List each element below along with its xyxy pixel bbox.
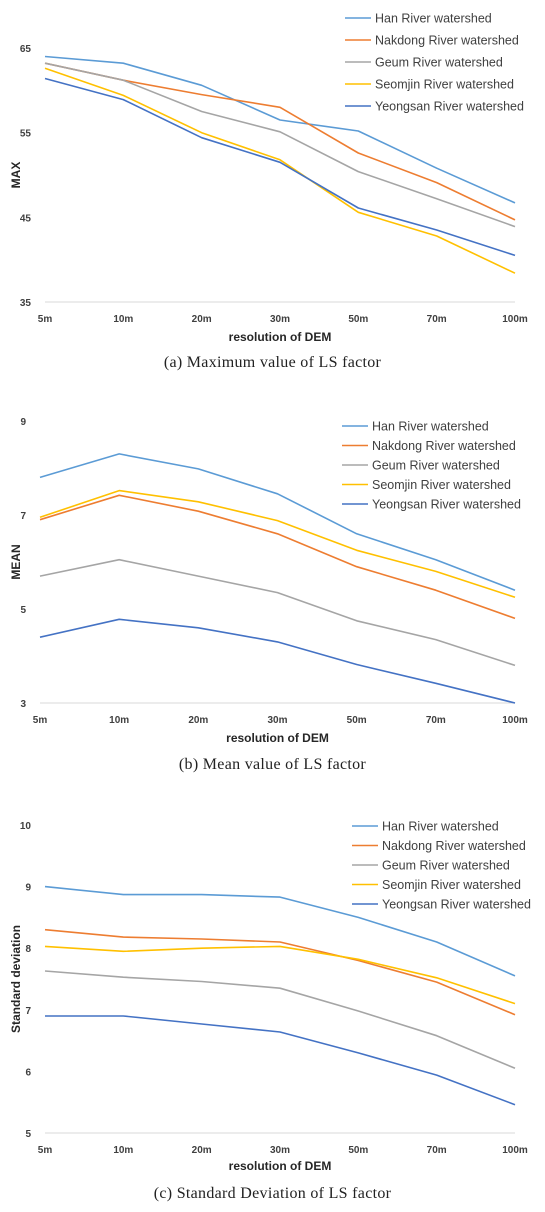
x-tick-label: 70m (427, 314, 447, 325)
x-axis-title: resolution of DEM (229, 1159, 332, 1173)
y-tick-label: 7 (25, 1006, 31, 1017)
y-tick-label: 9 (20, 417, 26, 428)
series-line-geum-river-watershed (39, 558, 516, 667)
legend-label: Han River watershed (372, 420, 489, 434)
x-axis-title: resolution of DEM (226, 731, 329, 745)
series-line-geum-river-watershed (44, 62, 516, 228)
x-tick-label: 30m (270, 314, 290, 325)
x-axis-title: resolution of DEM (229, 330, 332, 344)
y-tick-label: 55 (20, 129, 32, 140)
y-axis-title: Standard deviation (9, 925, 23, 1033)
legend-label: Yeongsan River watershed (372, 498, 521, 512)
series-line-han-river-watershed (44, 885, 516, 977)
chart-mean: 3 5 7 9 5m 10m 20m 30m 50m 70m 100m resolution of D… (9, 417, 528, 745)
y-tick-label: 5 (20, 605, 26, 616)
y-tick-label: 7 (20, 511, 26, 522)
chart-panel-mean: 3 5 7 9 5m 10m 20m 30m 50m 70m 100m resolution of D… (0, 400, 545, 780)
series-line-seomjin-river-watershed (44, 67, 516, 274)
chart-stddev: 5 6 7 8 9 10 5m 10m 20m 30m 50m 70m 100m resolution o… (9, 820, 531, 1174)
y-axis-title: MEAN (9, 544, 23, 579)
x-tick-label: 100m (502, 314, 528, 325)
y-tick-label: 5 (25, 1129, 31, 1140)
y-tick-label: 9 (25, 883, 31, 894)
legend-label: Seomjin River watershed (382, 878, 521, 892)
legend-label: Nakdong River watershed (372, 439, 516, 453)
x-tick-label: 70m (426, 715, 446, 726)
y-tick-label: 8 (25, 944, 31, 955)
legend-label: Nakdong River watershed (382, 839, 526, 853)
y-tick-label: 35 (20, 298, 32, 309)
x-tick-label: 30m (267, 715, 287, 726)
x-tick-label: 10m (113, 1145, 133, 1156)
chart-panel-stddev: 5 6 7 8 9 10 5m 10m 20m 30m 50m 70m 100m resolution o… (0, 800, 545, 1212)
series-line-han-river-watershed (44, 55, 516, 204)
legend-label: Han River watershed (375, 12, 492, 26)
y-tick-label: 65 (20, 44, 32, 55)
series-line-seomjin-river-watershed (39, 489, 516, 599)
legend-label: Han River watershed (382, 820, 499, 834)
series-line-yeongsan-river-watershed (45, 1015, 516, 1106)
x-tick-label: 20m (192, 1145, 212, 1156)
x-tick-label: 5m (38, 1145, 53, 1156)
x-tick-label: 50m (348, 314, 368, 325)
series-line-yeongsan-river-watershed (39, 618, 516, 704)
x-tick-label: 50m (347, 715, 367, 726)
series-line-han-river-watershed (39, 453, 516, 591)
x-tick-label: 100m (502, 715, 528, 726)
series-line-yeongsan-river-watershed (44, 77, 516, 257)
x-tick-label: 5m (33, 715, 48, 726)
chart-panel-max: 35 45 55 65 5m 10m 20m 30m 50m 70m 100m resolution … (0, 0, 545, 380)
x-tick-label: 20m (188, 715, 208, 726)
series-line-nakdong-river-watershed (44, 928, 516, 1016)
legend-label: Seomjin River watershed (375, 78, 514, 92)
x-tick-label: 70m (427, 1145, 447, 1156)
chart-caption: (b) Mean value of LS factor (178, 756, 367, 773)
legend-label: Geum River watershed (375, 56, 503, 70)
legend-label: Seomjin River watershed (372, 478, 511, 492)
y-axis-title: MAX (9, 162, 23, 189)
y-tick-label: 10 (20, 821, 32, 832)
x-tick-label: 10m (109, 715, 129, 726)
x-tick-label: 5m (38, 314, 53, 325)
legend-label: Yeongsan River watershed (375, 100, 524, 114)
x-tick-label: 30m (270, 1145, 290, 1156)
y-tick-label: 6 (25, 1067, 31, 1078)
x-tick-label: 10m (113, 314, 133, 325)
series-line-seomjin-river-watershed (44, 945, 516, 1005)
x-tick-label: 100m (502, 1145, 528, 1156)
legend-label: Geum River watershed (372, 459, 500, 473)
series-line-nakdong-river-watershed (39, 494, 516, 620)
chart-max: 35 45 55 65 5m 10m 20m 30m 50m 70m 100m resolution … (9, 12, 528, 345)
y-tick-label: 3 (20, 699, 26, 710)
chart-caption: (a) Maximum value of LS factor (163, 354, 382, 371)
legend-label: Yeongsan River watershed (382, 898, 531, 912)
chart-caption: (c) Standard Deviation of LS factor (153, 1185, 392, 1202)
x-tick-label: 50m (348, 1145, 368, 1156)
legend-label: Geum River watershed (382, 859, 510, 873)
legend-label: Nakdong River watershed (375, 34, 519, 48)
y-tick-label: 45 (20, 213, 32, 224)
series-line-geum-river-watershed (44, 970, 516, 1070)
x-tick-label: 20m (192, 314, 212, 325)
